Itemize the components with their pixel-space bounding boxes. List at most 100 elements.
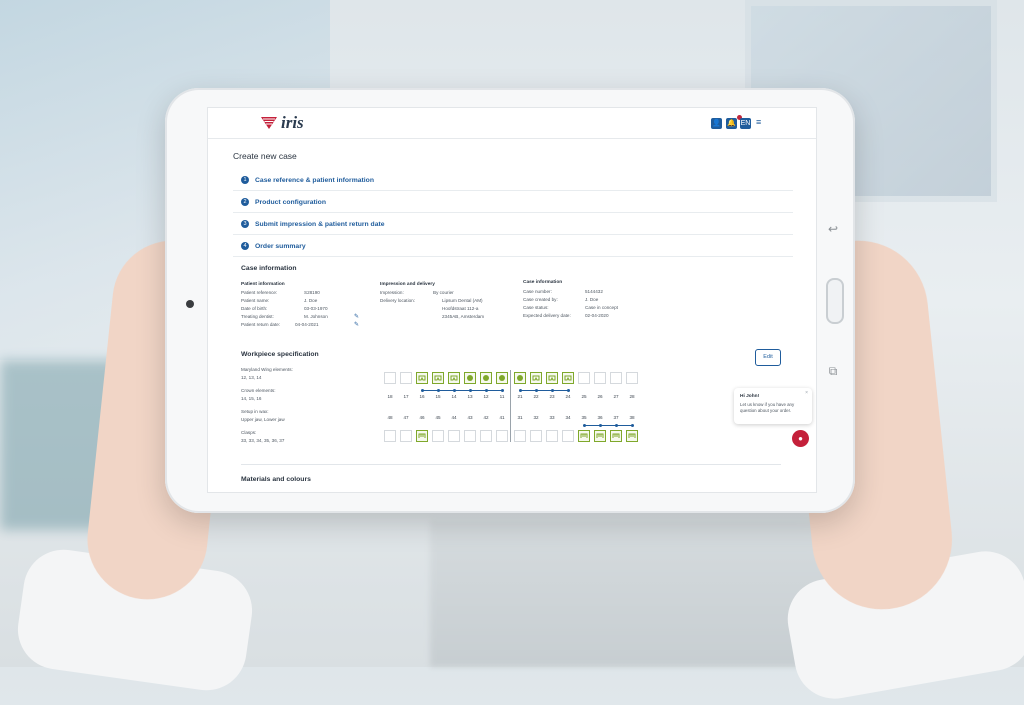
bridge-dot (484, 389, 488, 392)
tooth-cell-lower[interactable] (610, 430, 622, 442)
tooth-cell-upper[interactable] (514, 372, 526, 384)
patient-info-title: Patient information (241, 282, 285, 287)
patient-reference-label: Patient reference: (241, 290, 278, 295)
tooth-number-lower: 48 (387, 415, 393, 420)
chat-popup[interactable]: × Hi John! Let us know if you have any q… (734, 388, 812, 424)
step-3[interactable]: 3 Submit impression & patient return dat… (233, 214, 793, 235)
tooth-number-upper: 13 (467, 394, 473, 399)
user-icon[interactable]: 👤 (711, 118, 722, 129)
step-4[interactable]: 4 Order summary (233, 236, 793, 257)
expected-delivery-value: 02-04-2020 (585, 313, 609, 318)
tooth-cell-lower[interactable] (546, 430, 558, 442)
chat-message: Let us know if you have any question abo… (740, 402, 795, 413)
notification-icon[interactable]: 🔔 (726, 118, 737, 129)
tooth-cell-lower[interactable] (416, 430, 428, 442)
tooth-cell-upper[interactable] (594, 372, 606, 384)
tooth-number-upper: 25 (581, 394, 587, 399)
tooth-cell-lower[interactable] (480, 430, 492, 442)
section-divider (241, 464, 781, 465)
home-button[interactable] (826, 278, 844, 324)
tooth-cell-upper[interactable] (480, 372, 492, 384)
tooth-cell-upper[interactable] (610, 372, 622, 384)
tooth-cell-upper[interactable] (416, 372, 428, 384)
tooth-cell-lower[interactable] (562, 430, 574, 442)
chat-icon[interactable]: ● (792, 430, 809, 447)
step-label: Submit impression & patient return date (255, 220, 385, 228)
edit-return-date-icon[interactable]: ✎ (354, 322, 360, 328)
tooth-cell-lower[interactable] (594, 430, 606, 442)
dob-label: Date of birth: (241, 306, 268, 311)
case-number-label: Case number: (523, 289, 552, 294)
tooth-cell-upper[interactable] (464, 372, 476, 384)
tooth-number-upper: 12 (483, 394, 489, 399)
tooth-number-lower: 43 (467, 415, 473, 420)
tooth-cell-lower[interactable] (514, 430, 526, 442)
logo[interactable]: iris (260, 113, 304, 132)
tooth-number-upper: 21 (517, 394, 523, 399)
tooth-number-lower: 45 (435, 415, 441, 420)
tooth-cell-lower[interactable] (530, 430, 542, 442)
back-icon[interactable]: ↩ (827, 222, 839, 236)
tooth-cell-upper[interactable] (496, 372, 508, 384)
tablet-camera (186, 300, 194, 308)
step-number: 4 (241, 242, 249, 250)
tooth-number-lower: 38 (629, 415, 635, 420)
tooth-cell-upper[interactable] (400, 372, 412, 384)
bridge-dot (582, 424, 586, 427)
delivery-location-value: Lipsum Dental (AM) (442, 298, 483, 303)
tooth-cell-lower[interactable] (578, 430, 590, 442)
impression-value: By courier (433, 290, 454, 295)
tooth-number-upper: 15 (435, 394, 441, 399)
tooth-cell-upper[interactable] (562, 372, 574, 384)
step-label: Case reference & patient information (255, 176, 374, 184)
patient-name-value: J. Doe (304, 298, 318, 303)
step-1[interactable]: 1 Case reference & patient information (233, 170, 793, 191)
tooth-cell-upper[interactable] (530, 372, 542, 384)
tooth-number-lower: 34 (565, 415, 571, 420)
clasps-label: Clasps: (241, 430, 257, 435)
case-number-value: 5144432 (585, 289, 603, 294)
tooth-cell-lower[interactable] (496, 430, 508, 442)
step-2[interactable]: 2 Product configuration (233, 192, 793, 213)
recent-apps-icon[interactable]: ⧉ (828, 364, 838, 378)
materials-title: Materials and colours (241, 476, 311, 483)
tooth-number-upper: 23 (549, 394, 555, 399)
tooth-cell-lower[interactable] (432, 430, 444, 442)
tooth-cell-lower[interactable] (448, 430, 460, 442)
page-title: Create new case (233, 151, 297, 161)
tooth-cell-lower[interactable] (400, 430, 412, 442)
bridge-dot (468, 389, 472, 392)
dentist-value: M. Johnson (304, 314, 328, 319)
bridge-dot (566, 389, 570, 392)
edit-dentist-icon[interactable]: ✎ (354, 314, 360, 320)
edit-button[interactable]: Edit (755, 349, 781, 366)
delivery-address-line2: 2345AB, Amsterdam (442, 314, 485, 319)
tooth-number-lower: 41 (499, 415, 505, 420)
tooth-number-upper: 27 (613, 394, 619, 399)
case-details-title: Case information (523, 280, 563, 285)
step-number: 3 (241, 220, 249, 228)
tooth-cell-upper[interactable] (578, 372, 590, 384)
case-information-title: Case information (241, 265, 297, 272)
tooth-cell-lower[interactable] (384, 430, 396, 442)
tooth-number-upper: 18 (387, 394, 393, 399)
tooth-number-lower: 36 (597, 415, 603, 420)
tooth-cell-upper[interactable] (448, 372, 460, 384)
tooth-cell-upper[interactable] (546, 372, 558, 384)
setup-wax-label: Setup in wax: (241, 409, 269, 414)
bridge-dot (534, 389, 538, 392)
bridge-bar-upper (422, 390, 502, 391)
language-icon[interactable]: EN (740, 118, 751, 129)
step-number: 2 (241, 198, 249, 206)
tooth-cell-upper[interactable] (626, 372, 638, 384)
menu-icon[interactable]: ≡ (756, 117, 762, 127)
tooth-cell-lower[interactable] (626, 430, 638, 442)
tooth-number-upper: 17 (403, 394, 409, 399)
tooth-number-upper: 14 (451, 394, 457, 399)
tooth-cell-upper[interactable] (432, 372, 444, 384)
patient-reference-value: S28190 (304, 290, 320, 295)
bridge-dot (518, 389, 522, 392)
tooth-cell-upper[interactable] (384, 372, 396, 384)
tooth-cell-lower[interactable] (464, 430, 476, 442)
close-icon[interactable]: × (805, 390, 808, 396)
